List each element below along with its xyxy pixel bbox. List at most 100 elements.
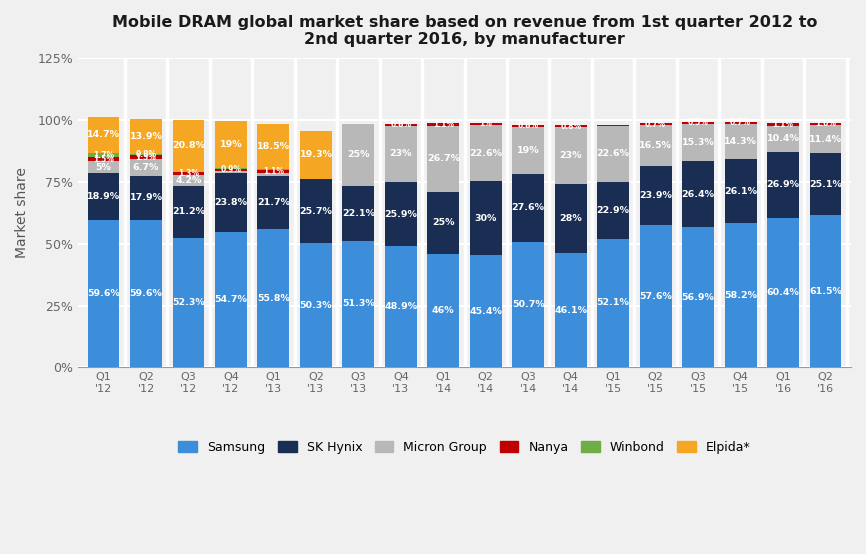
Text: 19%: 19% bbox=[220, 140, 242, 149]
Bar bbox=[172, 175, 204, 186]
Bar bbox=[598, 126, 629, 182]
Bar bbox=[725, 223, 757, 367]
Bar bbox=[725, 122, 757, 124]
Text: 28%: 28% bbox=[559, 214, 582, 223]
Bar bbox=[513, 127, 544, 174]
Bar bbox=[300, 243, 332, 367]
Text: 11.4%: 11.4% bbox=[809, 135, 842, 143]
Text: 15.3%: 15.3% bbox=[682, 138, 714, 147]
Bar bbox=[87, 157, 120, 161]
Text: 52.1%: 52.1% bbox=[597, 299, 630, 307]
Text: 23.9%: 23.9% bbox=[639, 191, 672, 200]
Text: 1.7%: 1.7% bbox=[93, 151, 114, 160]
Bar bbox=[598, 182, 629, 239]
Text: 26.7%: 26.7% bbox=[427, 155, 460, 163]
Bar bbox=[300, 131, 332, 179]
Text: 46.1%: 46.1% bbox=[554, 306, 587, 315]
Bar bbox=[513, 125, 544, 127]
Bar bbox=[215, 232, 247, 367]
Bar bbox=[130, 220, 162, 367]
Bar bbox=[130, 119, 162, 153]
Bar bbox=[87, 161, 120, 173]
Text: 20.8%: 20.8% bbox=[172, 141, 205, 150]
Text: 23%: 23% bbox=[559, 151, 582, 160]
Bar bbox=[215, 171, 247, 173]
Bar bbox=[428, 192, 459, 254]
Bar bbox=[215, 169, 247, 171]
Bar bbox=[640, 124, 671, 125]
Text: 0.5%: 0.5% bbox=[688, 119, 708, 127]
Bar bbox=[172, 120, 204, 172]
Bar bbox=[725, 124, 757, 159]
Text: 54.7%: 54.7% bbox=[215, 295, 248, 304]
Text: 22.6%: 22.6% bbox=[469, 148, 502, 157]
Text: 22.6%: 22.6% bbox=[597, 150, 630, 158]
Text: 30%: 30% bbox=[475, 213, 497, 223]
Bar bbox=[767, 126, 799, 152]
Bar bbox=[385, 182, 417, 247]
Bar bbox=[470, 122, 501, 125]
Text: 19%: 19% bbox=[517, 146, 540, 155]
Text: 25.9%: 25.9% bbox=[385, 210, 417, 219]
Bar bbox=[342, 186, 374, 240]
Bar bbox=[87, 153, 120, 157]
Bar bbox=[767, 123, 799, 126]
Bar bbox=[257, 229, 289, 367]
Text: 48.9%: 48.9% bbox=[385, 302, 417, 311]
Bar bbox=[640, 125, 671, 166]
Bar bbox=[682, 122, 714, 124]
Bar bbox=[428, 126, 459, 192]
Bar bbox=[385, 124, 417, 126]
Bar bbox=[87, 173, 120, 220]
Text: 1.5%: 1.5% bbox=[136, 153, 157, 162]
Text: 18.9%: 18.9% bbox=[87, 192, 120, 201]
Bar bbox=[172, 186, 204, 238]
Bar bbox=[342, 124, 374, 186]
Bar bbox=[555, 125, 586, 127]
Bar bbox=[215, 168, 247, 169]
Text: 21.7%: 21.7% bbox=[257, 198, 290, 207]
Text: 25%: 25% bbox=[347, 151, 370, 160]
Text: 0.8%: 0.8% bbox=[518, 121, 539, 130]
Bar bbox=[87, 220, 120, 367]
Text: 56.9%: 56.9% bbox=[682, 293, 714, 301]
Text: 17.9%: 17.9% bbox=[130, 193, 163, 202]
Text: 0.8%: 0.8% bbox=[560, 122, 581, 131]
Bar bbox=[130, 159, 162, 176]
Bar bbox=[172, 238, 204, 367]
Bar bbox=[810, 216, 842, 367]
Bar bbox=[513, 242, 544, 367]
Text: 25.1%: 25.1% bbox=[809, 180, 842, 189]
Text: 59.6%: 59.6% bbox=[87, 289, 120, 298]
Text: 10.4%: 10.4% bbox=[766, 134, 799, 143]
Text: 22.9%: 22.9% bbox=[597, 206, 630, 215]
Bar bbox=[555, 127, 586, 184]
Text: 52.3%: 52.3% bbox=[172, 298, 205, 307]
Text: 16.5%: 16.5% bbox=[639, 141, 672, 150]
Text: 0.7%: 0.7% bbox=[730, 118, 751, 127]
Bar bbox=[257, 170, 289, 173]
Bar bbox=[257, 124, 289, 170]
Text: 1.0%: 1.0% bbox=[815, 119, 836, 129]
Bar bbox=[513, 174, 544, 242]
Bar bbox=[172, 172, 204, 175]
Text: 6.7%: 6.7% bbox=[132, 163, 159, 172]
Bar bbox=[682, 227, 714, 367]
Text: 27.6%: 27.6% bbox=[512, 203, 545, 212]
Bar bbox=[470, 125, 501, 181]
Bar bbox=[130, 156, 162, 159]
Text: 61.5%: 61.5% bbox=[809, 287, 842, 296]
Text: 18.5%: 18.5% bbox=[257, 142, 290, 151]
Text: 23%: 23% bbox=[390, 150, 412, 158]
Text: 0.7%: 0.7% bbox=[645, 120, 666, 129]
Bar bbox=[428, 123, 459, 126]
Text: 50.7%: 50.7% bbox=[512, 300, 545, 309]
Bar bbox=[640, 166, 671, 225]
Bar bbox=[215, 173, 247, 232]
Text: 59.6%: 59.6% bbox=[130, 289, 163, 298]
Text: 51.3%: 51.3% bbox=[342, 300, 375, 309]
Bar bbox=[342, 240, 374, 367]
Text: 26.4%: 26.4% bbox=[682, 189, 714, 198]
Text: 14.3%: 14.3% bbox=[724, 137, 757, 146]
Bar bbox=[87, 117, 120, 153]
